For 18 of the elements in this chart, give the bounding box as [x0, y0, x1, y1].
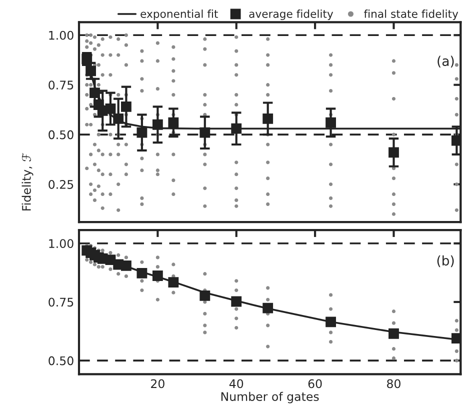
legend-label: final state fidelity: [364, 10, 458, 20]
y-tick-label: 0.50: [48, 130, 74, 140]
y-tick-label: 0.75: [48, 80, 74, 90]
legend-label: average fidelity: [249, 10, 334, 20]
y-tick-label: 0.25: [48, 180, 74, 189]
x-tick-label: 80: [387, 379, 400, 388]
x-tick-label: 60: [308, 379, 322, 388]
x-tick-label: 20: [151, 379, 164, 388]
y-tick-label: 0.50: [48, 356, 74, 366]
y-axis-title: Fidelity, ℱ: [22, 152, 34, 210]
y-tick-label: 0.75: [48, 298, 74, 307]
legend-label: exponential fit: [140, 10, 218, 20]
annotation: (b): [437, 255, 454, 268]
y-tick-label: 1.00: [49, 239, 74, 248]
x-tick-label: 40: [229, 379, 244, 388]
y-tick-label: 1.00: [49, 30, 74, 40]
x-axis-title: Number of gates: [221, 392, 319, 404]
annotation: (a): [438, 56, 454, 68]
